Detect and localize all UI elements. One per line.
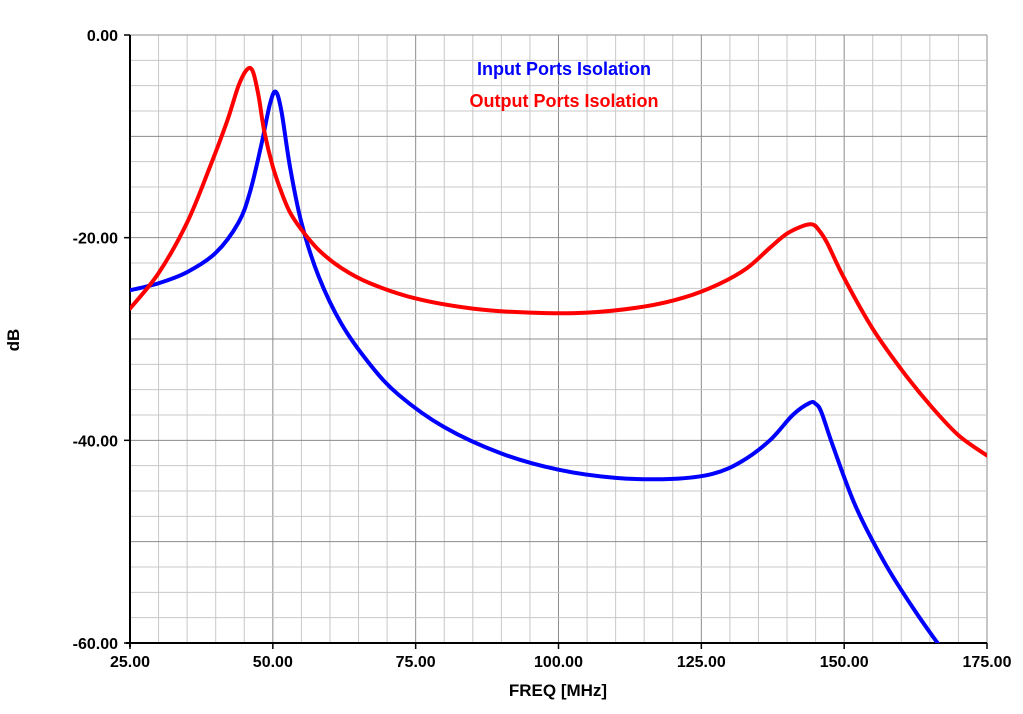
x-tick-label: 175.00 bbox=[963, 654, 1012, 671]
x-axis-label: FREQ [MHz] bbox=[509, 681, 607, 700]
series-lines bbox=[130, 65, 987, 643]
x-tick-label: 150.00 bbox=[820, 654, 869, 671]
legend-entry-output-ports-isolation: Output Ports Isolation bbox=[470, 91, 659, 111]
y-tick-label: 0.00 bbox=[87, 28, 118, 45]
x-tick-label: 125.00 bbox=[677, 654, 726, 671]
x-tick-label: 50.00 bbox=[253, 654, 293, 671]
series-line-input-ports-isolation bbox=[130, 89, 941, 643]
y-tick-label: -40.00 bbox=[73, 433, 118, 450]
x-tick-label: 100.00 bbox=[534, 654, 583, 671]
y-axis-label: dB bbox=[4, 329, 23, 352]
plot-frame bbox=[124, 34, 988, 649]
legend-entry-input-ports-isolation: Input Ports Isolation bbox=[477, 59, 651, 79]
series-line-output-ports-isolation bbox=[130, 65, 987, 458]
legend: Input Ports Isolation Output Ports Isolat… bbox=[470, 59, 659, 111]
y-tick-label: -20.00 bbox=[73, 231, 118, 248]
grid-lines bbox=[129, 34, 988, 644]
x-tick-label: 25.00 bbox=[110, 654, 150, 671]
y-tick-label: -60.00 bbox=[73, 636, 118, 653]
x-tick-label: 75.00 bbox=[396, 654, 436, 671]
tick-labels: 25.00 50.00 75.00 100.00 125.00 150.00 175.00 0… bbox=[73, 28, 1012, 671]
